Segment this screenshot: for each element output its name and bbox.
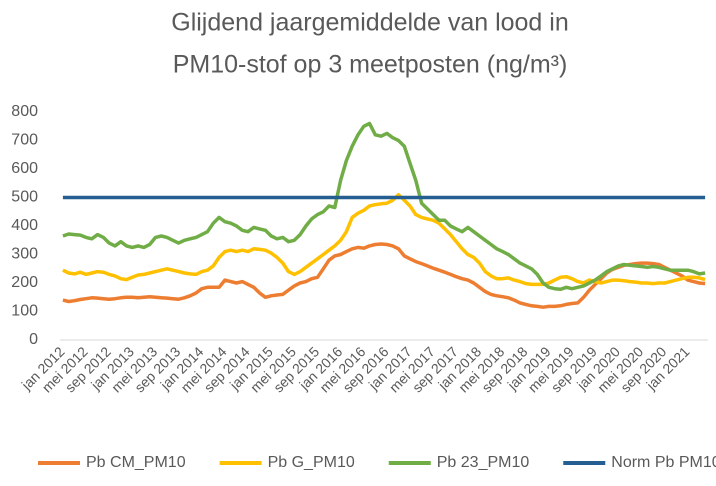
legend-label: Pb G_PM10 [268, 454, 355, 471]
y-tick-label: 600 [11, 160, 38, 177]
y-tick-label: 500 [11, 189, 38, 206]
legend-label: Pb CM_PM10 [86, 454, 186, 471]
legend-label: Pb 23_PM10 [437, 454, 530, 471]
y-tick-label: 200 [11, 274, 38, 291]
y-tick-label: 400 [11, 217, 38, 234]
y-tick-label: 800 [11, 103, 38, 120]
series-line [62, 121, 706, 292]
y-tick-label: 300 [11, 246, 38, 263]
y-tick-label: 100 [11, 303, 38, 320]
series-line [62, 242, 706, 309]
y-tick-label: 0 [29, 331, 38, 348]
series-line [62, 192, 706, 287]
y-tick-label: 700 [11, 132, 38, 149]
chart-title: PM10-stof op 3 meetposten (ng/m³) [173, 51, 568, 79]
chart-title: Glijdend jaargemiddelde van lood in [171, 9, 569, 37]
legend-label: Norm Pb PM10 [611, 454, 716, 471]
